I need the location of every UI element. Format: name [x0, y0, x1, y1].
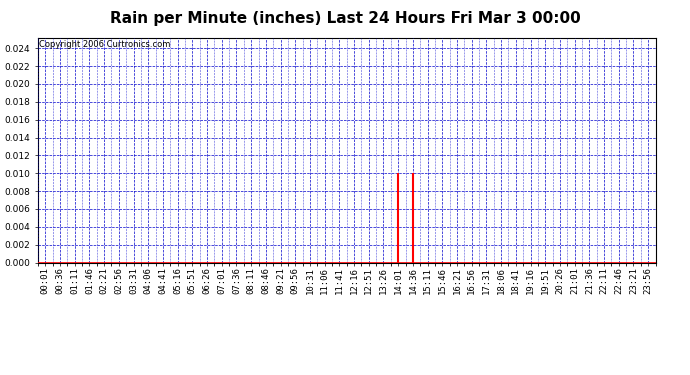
Text: Rain per Minute (inches) Last 24 Hours Fri Mar 3 00:00: Rain per Minute (inches) Last 24 Hours F…	[110, 11, 580, 26]
Text: Copyright 2006 Curtronics.com: Copyright 2006 Curtronics.com	[39, 40, 170, 49]
